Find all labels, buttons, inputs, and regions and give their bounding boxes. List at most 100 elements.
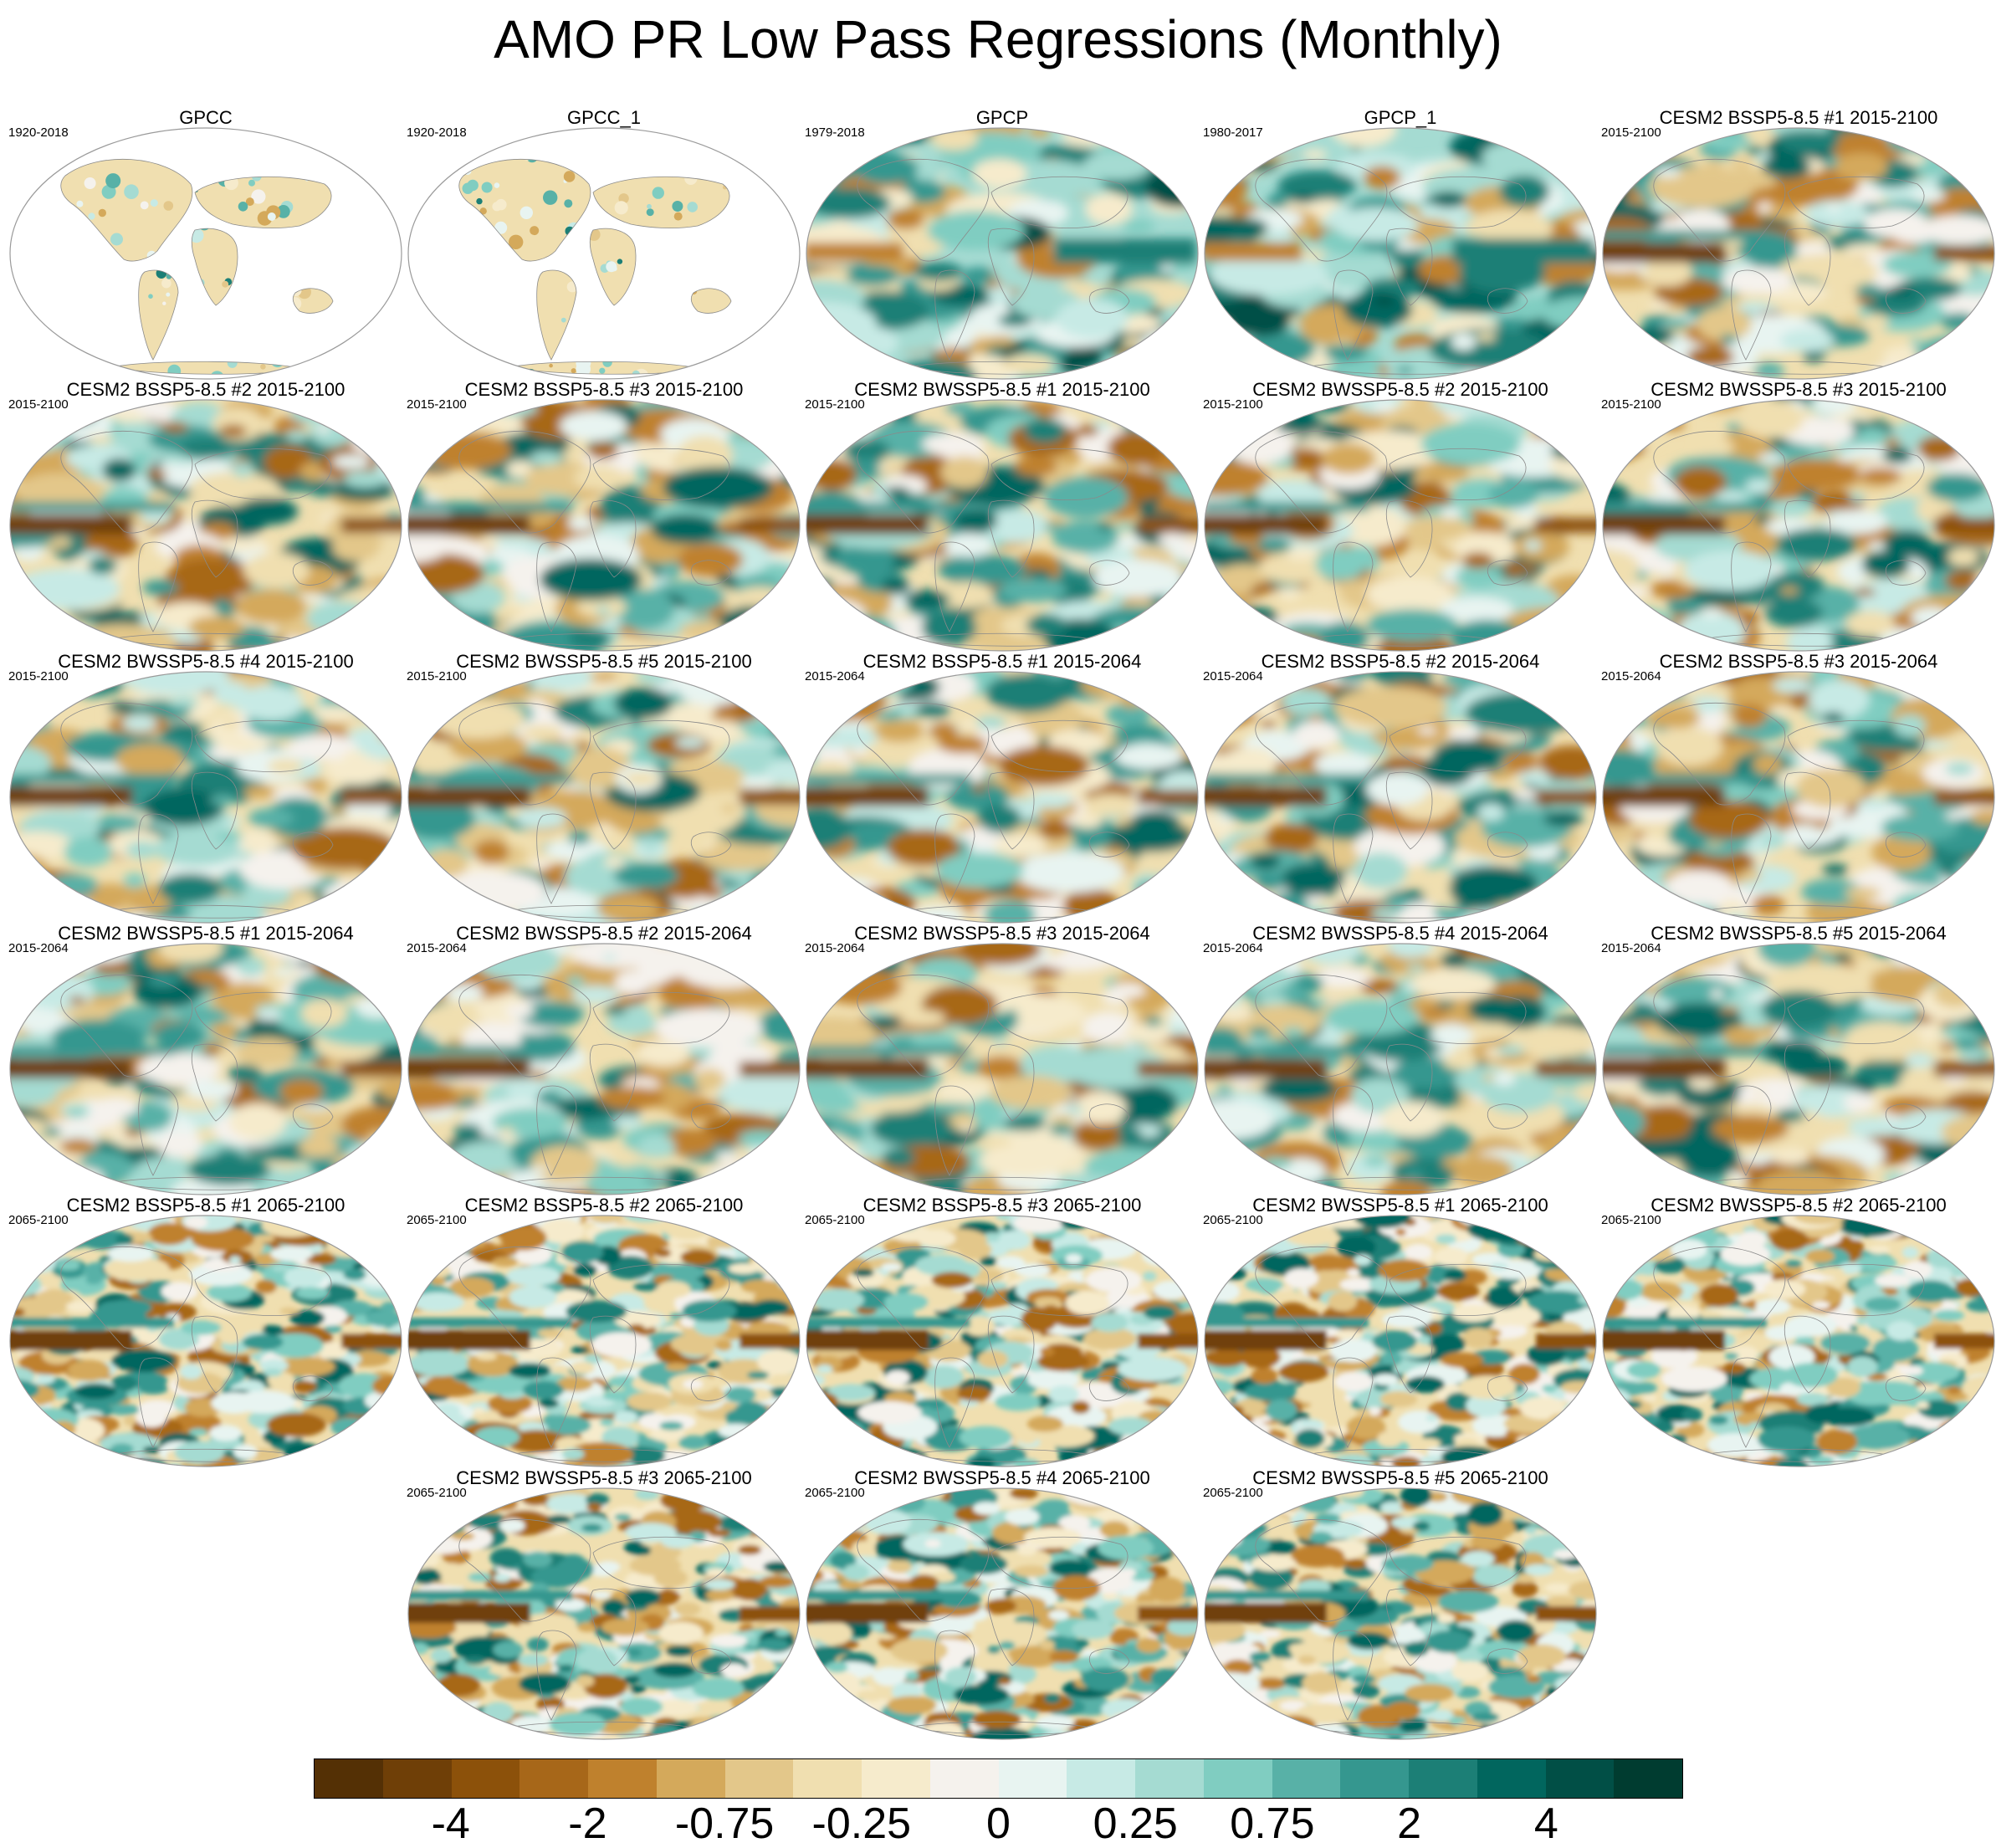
map-area [7,397,405,653]
map-area [1201,125,1599,381]
regression-map [7,125,405,381]
regression-map [1201,941,1599,1197]
colorbar-tick-label: -2 [568,1800,606,1847]
regression-map [7,669,405,925]
map-area [405,397,803,653]
colorbar-cell [1409,1759,1477,1798]
panel-period: 1920-2018 [8,125,69,141]
colorbar-cell [657,1759,725,1798]
regression-map [7,1213,405,1469]
panel-period: 2015-2064 [805,941,865,956]
colorbar [314,1758,1683,1799]
regression-map [1201,125,1599,381]
colorbar-cell [452,1759,520,1798]
map-area [1201,941,1599,1197]
map-area [1201,1486,1599,1742]
colorbar-cell [1477,1759,1546,1798]
panel-period: 2015-2100 [1601,125,1661,141]
regression-map [1599,125,1996,381]
panel-period: 2015-2100 [8,397,69,412]
map-area [1599,941,1996,1197]
colorbar-tick-label: 4 [1534,1800,1558,1847]
regression-map [1599,669,1996,925]
colorbar-cell [588,1759,657,1798]
panel-period: 2065-2100 [1203,1486,1263,1501]
regression-map [1599,1213,1996,1469]
panel-period: 2015-2064 [8,941,69,956]
panel-period: 2015-2100 [1203,397,1263,412]
colorbar-cell [725,1759,794,1798]
map-area [1599,125,1996,381]
colorbar-cell [999,1759,1067,1798]
colorbar-cell [383,1759,452,1798]
panel-period: 2015-2064 [1601,669,1661,684]
panel-period: 2065-2100 [1203,1213,1263,1228]
colorbar-cell [793,1759,862,1798]
regression-map [405,1486,803,1742]
map-area [1201,669,1599,925]
map-area [1201,397,1599,653]
map-area [1599,1213,1996,1469]
map-area [1599,397,1996,653]
panel-period: 2015-2100 [407,669,467,684]
colorbar-tick-label: -0.25 [812,1800,912,1847]
map-area [7,941,405,1197]
regression-map [1599,397,1996,653]
colorbar-cell [930,1759,999,1798]
colorbar-cell [1546,1759,1615,1798]
regression-map [1201,1486,1599,1742]
regression-map [803,669,1201,925]
regression-map [405,941,803,1197]
colorbar-cell [1067,1759,1135,1798]
colorbar-tick-label: -0.75 [675,1800,775,1847]
map-area [803,669,1201,925]
panel-period: 2015-2064 [1203,669,1263,684]
panel-period: 2015-2100 [8,669,69,684]
regression-map [1201,1213,1599,1469]
colorbar-cell [519,1759,588,1798]
map-area [803,1213,1201,1469]
regression-map [405,669,803,925]
panel-period: 2065-2100 [407,1486,467,1501]
colorbar-tick-label: 0 [986,1800,1011,1847]
figure-title: AMO PR Low Pass Regressions (Monthly) [0,2,1996,77]
colorbar-cell [1614,1759,1682,1798]
regression-map [803,1486,1201,1742]
map-area [803,125,1201,381]
map-area [803,397,1201,653]
colorbar-cell [1272,1759,1341,1798]
map-area [803,1486,1201,1742]
panel-period: 2015-2100 [805,397,865,412]
panel-period: 1920-2018 [407,125,467,141]
panel-period: 2065-2100 [1601,1213,1661,1228]
regression-map [7,941,405,1197]
colorbar-cell [862,1759,930,1798]
map-area [405,669,803,925]
panel-period: 2015-2064 [1203,941,1263,956]
map-area [803,941,1201,1197]
panel-period: 2015-2100 [1601,397,1661,412]
regression-map [803,397,1201,653]
colorbar-cell [1135,1759,1204,1798]
colorbar-tick-label: 0.25 [1093,1800,1178,1847]
regression-map [405,397,803,653]
panel-period: 1979-2018 [805,125,865,141]
